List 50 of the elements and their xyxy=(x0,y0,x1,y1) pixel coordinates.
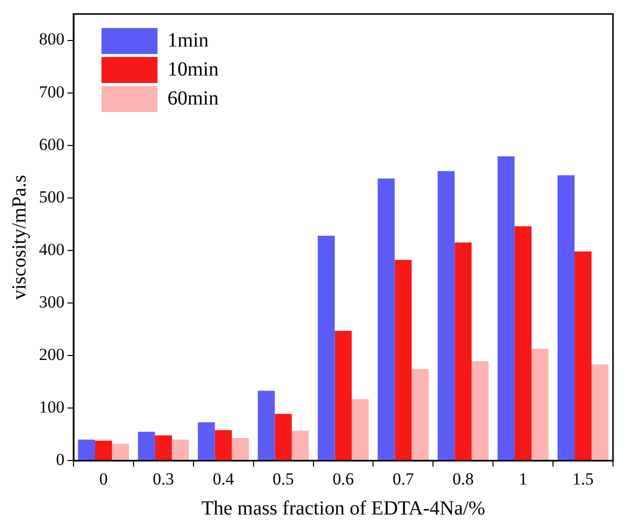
y-tick-label: 100 xyxy=(39,398,64,417)
bar xyxy=(138,432,155,460)
x-axis-title: The mass fraction of EDTA-4Na/% xyxy=(201,497,486,520)
x-tick-label: 1.5 xyxy=(572,469,594,488)
y-tick-label: 700 xyxy=(39,82,64,102)
x-tick-label: 0.8 xyxy=(452,469,474,488)
bar xyxy=(592,364,609,460)
legend-label: 60min xyxy=(168,87,219,110)
bar xyxy=(574,251,592,460)
bar xyxy=(498,156,515,460)
bar xyxy=(394,260,412,460)
legend-label: 10min xyxy=(168,58,219,80)
y-tick-label: 600 xyxy=(39,134,64,154)
y-tick-label: 800 xyxy=(39,30,64,49)
bar xyxy=(78,440,95,460)
bar xyxy=(378,178,395,460)
bar xyxy=(154,435,172,460)
bar xyxy=(318,236,335,460)
bar xyxy=(274,414,292,460)
x-tick-label: 0.5 xyxy=(272,469,294,488)
bar xyxy=(352,399,369,460)
bar xyxy=(532,348,549,460)
x-tick-label: 0.7 xyxy=(392,469,414,488)
bar xyxy=(258,390,275,460)
y-tick-label: 500 xyxy=(39,187,64,206)
bar xyxy=(454,242,472,460)
x-tick-label: 0 xyxy=(99,469,108,488)
bar xyxy=(412,369,429,460)
bar xyxy=(292,430,309,460)
y-tick-label: 300 xyxy=(39,292,64,312)
bar xyxy=(472,361,489,460)
y-axis-title: viscosity/mPa.s xyxy=(8,174,30,300)
x-tick-label: 1 xyxy=(518,469,528,488)
bar xyxy=(214,430,232,460)
bar xyxy=(94,440,112,460)
bar xyxy=(198,422,215,460)
bar xyxy=(438,171,455,460)
bar xyxy=(232,438,249,460)
bar xyxy=(514,226,532,460)
bar xyxy=(558,175,575,460)
y-tick-label: 0 xyxy=(56,450,64,470)
bar xyxy=(112,444,129,460)
x-tick-label: 0.3 xyxy=(152,469,174,488)
x-tick-label: 0.4 xyxy=(212,469,234,488)
bar xyxy=(172,440,189,460)
legend-label: 1min xyxy=(168,29,209,52)
bar xyxy=(334,330,352,460)
x-tick-label: 0.6 xyxy=(332,469,354,488)
y-tick-label: 400 xyxy=(39,240,64,259)
y-tick-label: 200 xyxy=(39,344,64,364)
